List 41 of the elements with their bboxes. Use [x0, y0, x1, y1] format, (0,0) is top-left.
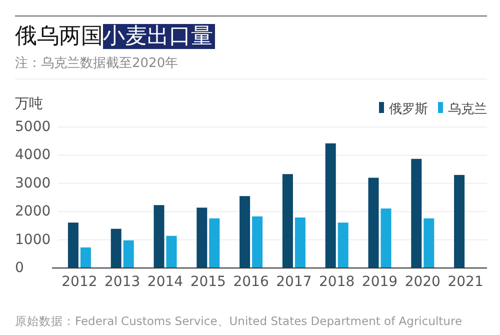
- bar: [380, 208, 392, 268]
- x-tick-label: 2018: [319, 274, 355, 290]
- bar: [154, 205, 164, 268]
- y-tick-label: 2000: [15, 204, 51, 220]
- bar: [80, 247, 91, 268]
- x-tick-label: 2014: [147, 274, 184, 290]
- bar: [110, 228, 122, 268]
- bar: [454, 174, 465, 268]
- x-tick-label: 2016: [233, 274, 269, 290]
- x-tick-label: 2013: [104, 274, 140, 290]
- title: 俄乌两国小麦出口量: [15, 24, 215, 49]
- x-tick-label: 2015: [190, 274, 226, 290]
- bar: [325, 143, 336, 268]
- legend-label: 乌克兰: [448, 102, 487, 117]
- bar: [424, 218, 434, 268]
- bar: [252, 216, 263, 268]
- y-tick-label: 1000: [15, 232, 51, 248]
- y-tick-label: 3000: [15, 175, 51, 192]
- bar: [68, 222, 78, 268]
- bar: [338, 222, 348, 268]
- bar: [282, 174, 293, 268]
- chart-subtitle: 注：乌克兰数据截至2020年: [15, 56, 178, 71]
- bar: [411, 158, 422, 268]
- bar: [166, 236, 177, 268]
- x-tick-label: 2021: [448, 274, 484, 290]
- y-tick-label: 5000: [15, 119, 51, 135]
- bar: [209, 218, 220, 268]
- legend-label: 俄罗斯: [389, 102, 428, 117]
- y-tick-label: 4000: [15, 147, 51, 164]
- bar: [294, 218, 306, 268]
- text: 原始数据：Federal Customs Service、United States Department of Agriculture: [15, 314, 462, 328]
- x-tick-label: 2012: [62, 274, 98, 290]
- y-tick-label: 0: [15, 260, 24, 276]
- x-tick-label: 2020: [404, 274, 440, 290]
- bar: [196, 208, 208, 268]
- bar: [123, 240, 134, 268]
- bar: [368, 178, 379, 268]
- bar: [240, 196, 250, 268]
- y-axis-title: 万吨: [15, 96, 43, 112]
- x-tick-label: 2017: [276, 274, 312, 290]
- x-tick-label: 2019: [362, 274, 398, 290]
